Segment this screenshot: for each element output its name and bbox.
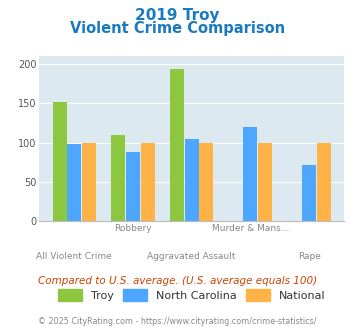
- Bar: [67, 144, 81, 221]
- Legend: Troy, North Carolina, National: Troy, North Carolina, National: [58, 289, 326, 301]
- Text: All Violent Crime: All Violent Crime: [37, 252, 112, 261]
- Text: © 2025 CityRating.com - https://www.cityrating.com/crime-statistics/: © 2025 CityRating.com - https://www.city…: [38, 317, 317, 326]
- Bar: [141, 143, 155, 221]
- Bar: [200, 143, 213, 221]
- Bar: [185, 139, 199, 221]
- Text: Rape: Rape: [298, 252, 321, 261]
- Text: 2019 Troy: 2019 Troy: [135, 8, 220, 23]
- Bar: [82, 143, 96, 221]
- Bar: [258, 143, 272, 221]
- Bar: [53, 102, 67, 221]
- Text: Aggravated Assault: Aggravated Assault: [147, 252, 236, 261]
- Bar: [244, 127, 257, 221]
- Bar: [111, 135, 125, 221]
- Bar: [126, 152, 140, 221]
- Text: Compared to U.S. average. (U.S. average equals 100): Compared to U.S. average. (U.S. average …: [38, 276, 317, 285]
- Bar: [317, 143, 331, 221]
- Bar: [170, 69, 184, 221]
- Bar: [302, 165, 316, 221]
- Text: Violent Crime Comparison: Violent Crime Comparison: [70, 21, 285, 36]
